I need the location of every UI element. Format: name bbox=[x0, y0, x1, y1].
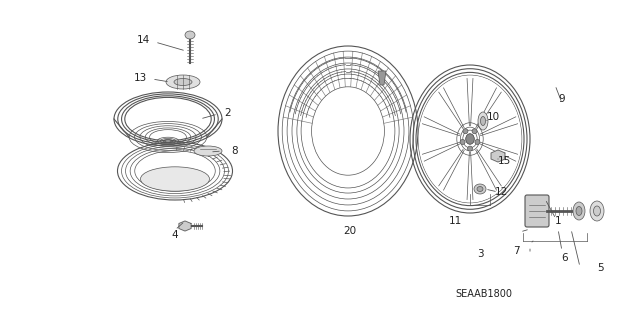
Text: 3: 3 bbox=[477, 249, 483, 259]
Ellipse shape bbox=[466, 134, 474, 144]
Text: 4: 4 bbox=[172, 230, 179, 240]
Ellipse shape bbox=[419, 75, 522, 203]
Polygon shape bbox=[491, 150, 505, 162]
Ellipse shape bbox=[194, 146, 222, 156]
Ellipse shape bbox=[467, 146, 472, 151]
Ellipse shape bbox=[141, 167, 209, 191]
Ellipse shape bbox=[475, 139, 480, 145]
Text: 7: 7 bbox=[513, 246, 519, 256]
Ellipse shape bbox=[593, 206, 600, 216]
Text: 2: 2 bbox=[225, 108, 231, 118]
Text: 9: 9 bbox=[559, 94, 565, 104]
Ellipse shape bbox=[573, 202, 585, 220]
Ellipse shape bbox=[481, 116, 486, 125]
Ellipse shape bbox=[590, 201, 604, 221]
Ellipse shape bbox=[472, 129, 477, 134]
Ellipse shape bbox=[174, 78, 192, 85]
Polygon shape bbox=[378, 71, 386, 85]
Text: 1: 1 bbox=[555, 216, 561, 226]
Text: 14: 14 bbox=[136, 35, 150, 45]
Ellipse shape bbox=[312, 87, 385, 175]
Ellipse shape bbox=[478, 112, 488, 130]
Text: SEAAB1800: SEAAB1800 bbox=[455, 289, 512, 299]
Text: 5: 5 bbox=[596, 263, 604, 273]
FancyBboxPatch shape bbox=[525, 195, 549, 227]
Text: 13: 13 bbox=[133, 73, 147, 83]
Ellipse shape bbox=[576, 206, 582, 216]
Ellipse shape bbox=[166, 75, 200, 89]
Ellipse shape bbox=[463, 129, 468, 134]
Polygon shape bbox=[179, 221, 191, 231]
Text: 8: 8 bbox=[232, 146, 238, 156]
Ellipse shape bbox=[477, 187, 483, 191]
Ellipse shape bbox=[460, 139, 465, 145]
Text: 15: 15 bbox=[497, 156, 511, 166]
Text: 12: 12 bbox=[494, 187, 508, 197]
Ellipse shape bbox=[185, 31, 195, 39]
Text: 11: 11 bbox=[449, 216, 461, 226]
Text: 10: 10 bbox=[486, 112, 500, 122]
Text: 6: 6 bbox=[562, 253, 568, 263]
Ellipse shape bbox=[474, 184, 486, 194]
Text: 20: 20 bbox=[344, 226, 356, 236]
Ellipse shape bbox=[164, 140, 172, 142]
